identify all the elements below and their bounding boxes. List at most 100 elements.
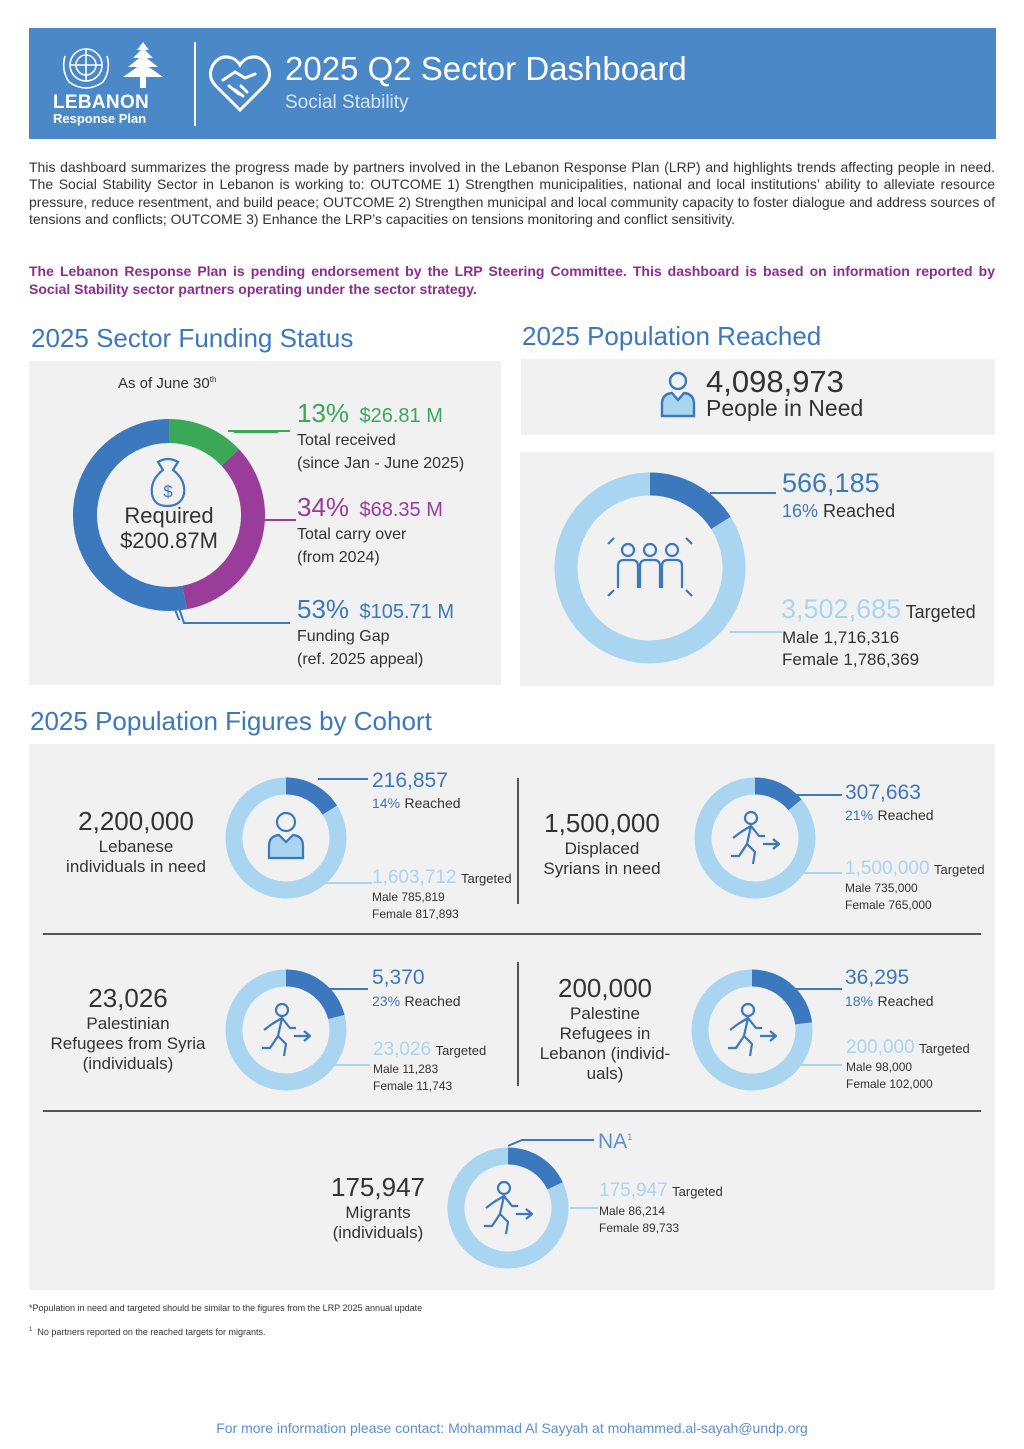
funding-donut-chart: $ — [73, 419, 278, 620]
cohort-desc-line: Refugees from Syria — [50, 1034, 206, 1053]
logo-text-response-plan: Response Plan — [53, 111, 147, 126]
funding-item-received: 13% $26.81 M Total received (since Jan -… — [297, 398, 464, 475]
donut-slice-targeted — [225, 777, 347, 899]
donut-slice-carry-over — [182, 449, 265, 610]
population-targeted-word: Targeted — [905, 602, 976, 622]
population-donut-chart — [554, 472, 746, 664]
cohort-desc-line: Lebanese — [98, 837, 174, 856]
cohort-targeted: 1,603,712 Targeted — [372, 867, 512, 888]
cohort-reached-number: 216,857 — [372, 769, 448, 792]
cohort-reached-pct: 23% Reached — [372, 993, 461, 1009]
page-title: 2025 Q2 Sector Dashboard — [285, 50, 687, 87]
donut-slice-targeted — [447, 1147, 569, 1269]
cohort-targeted: 200,000 Targeted — [846, 1037, 970, 1058]
donut-slice-targeted — [691, 969, 813, 1091]
funding-donut-slices — [73, 419, 265, 611]
donut-slices — [447, 1147, 569, 1269]
funding-section-title: 2025 Sector Funding Status — [31, 323, 354, 353]
cohort-panel — [29, 744, 995, 1290]
donut-slices — [691, 969, 813, 1091]
cohort-migrants-donut — [447, 1147, 569, 1269]
cohort-number: 2,200,000 — [78, 806, 194, 836]
migrants-leader-lines — [508, 1139, 598, 1209]
cohort-prl-donut — [691, 969, 813, 1091]
cohort-desc-line: uals) — [586, 1064, 624, 1083]
header-divider — [194, 42, 196, 126]
funding-leader-lines — [178, 430, 296, 624]
cohort-reached-number: 5,370 — [372, 966, 425, 989]
logo-text-lebanon: LEBANON — [53, 92, 150, 113]
cohort-desc-line: Palestine — [570, 1004, 640, 1023]
cohort-divider-v2 — [517, 962, 519, 1086]
donut-slice-received — [168, 419, 239, 467]
leader-line — [318, 882, 372, 884]
group-icon — [607, 537, 693, 597]
footnote-2: 1 No partners reported on the reached ta… — [29, 1327, 266, 1337]
funding-as-of: As of June 30th — [118, 375, 217, 392]
cohort-divider-v1 — [517, 778, 519, 904]
gap-label: Funding Gap — [297, 628, 390, 645]
runner-icon — [728, 1002, 778, 1057]
cohort-divider-h1 — [43, 933, 981, 935]
donut-slices — [225, 969, 347, 1091]
cohort-number: 23,026 — [88, 983, 168, 1013]
required-label: Required — [124, 503, 214, 528]
population-male: Male 1,716,316 — [782, 628, 900, 647]
migrants-reached-na: NA1 — [598, 1130, 633, 1153]
cohort-desc-line: (individuals) — [82, 1054, 174, 1073]
leader-line — [794, 1064, 842, 1066]
received-pct: 13% — [297, 398, 350, 428]
pin-number: 4,098,973 — [706, 364, 844, 399]
cohort-reached-number: 307,663 — [845, 781, 921, 804]
cohort-desc-line: (individuals) — [332, 1223, 424, 1242]
pin-label: People in Need — [706, 395, 864, 421]
leader-line — [318, 778, 368, 780]
runner-icon — [484, 1180, 534, 1235]
leader-line — [790, 794, 842, 796]
population-reached-word: Reached — [823, 501, 896, 521]
money-bag-icon: $ — [150, 457, 186, 508]
population-reached-pct: 16% Reached — [782, 501, 895, 522]
cohort-reached-pct: 21% Reached — [845, 807, 934, 823]
carry-pct: 34% — [297, 492, 350, 522]
runner-icon — [731, 810, 781, 865]
pin-panel — [521, 359, 995, 435]
cohort-reached-pct: 14% Reached — [372, 795, 461, 811]
donut-slice-reached — [285, 969, 345, 1020]
carry-sublabel: (from 2024) — [297, 549, 380, 566]
gap-sublabel: (ref. 2025 appeal) — [297, 651, 424, 668]
donut-slice-reached — [649, 472, 731, 530]
donut-slice-targeted — [694, 777, 816, 899]
population-section-title: 2025 Population Reached — [522, 321, 822, 351]
cohort-lebanese-donut — [225, 777, 347, 899]
donut-slice-funding-gap — [73, 419, 187, 611]
cohort-section-title: 2025 Population Figures by Cohort — [30, 706, 432, 736]
cohort-reached-pct: 18% Reached — [845, 993, 934, 1009]
cohort-targeted: 23,026 Targeted — [373, 1039, 487, 1060]
leader-gap — [171, 601, 181, 620]
funding-panel — [29, 361, 501, 685]
page-subtitle: Social Stability — [285, 92, 409, 113]
cohort-desc-line: Refugees in — [559, 1024, 651, 1043]
leader-line — [320, 988, 368, 990]
donut-slice-targeted — [554, 472, 746, 664]
leader-line — [794, 872, 842, 874]
runner-icon — [262, 1002, 312, 1057]
cohort-desc-line: Lebanon (individ- — [539, 1044, 671, 1063]
cohort-desc-line: Migrants — [345, 1203, 411, 1222]
cohort-prs-label: 23,026 Palestinian Refugees from Syria (… — [40, 983, 216, 1074]
cohort-sex-breakdown: Male 98,000 Female 102,000 — [846, 1060, 933, 1091]
cohort-divider-h2 — [43, 1110, 981, 1112]
cohort-number: 200,000 — [558, 973, 652, 1003]
cohort-lebanese-label: 2,200,000 Lebanese individuals in need — [44, 806, 228, 877]
svg-text:$: $ — [163, 482, 173, 501]
population-reached-number: 566,185 — [782, 468, 880, 498]
cohort-sex-breakdown: Male 785,819 Female 817,893 — [372, 890, 459, 921]
population-pct: 16% — [782, 501, 819, 521]
population-leader-lines — [710, 492, 782, 633]
cohort-desc-line: Syrians in need — [543, 859, 661, 878]
funding-required: Required $200.87M — [96, 503, 242, 553]
cohort-syrians-label: 1,500,000 Displaced Syrians in need — [524, 808, 680, 879]
endorsement-note: The Lebanon Response Plan is pending end… — [29, 263, 995, 297]
funding-item-gap: 53% $105.71 M Funding Gap (ref. 2025 app… — [297, 594, 454, 671]
